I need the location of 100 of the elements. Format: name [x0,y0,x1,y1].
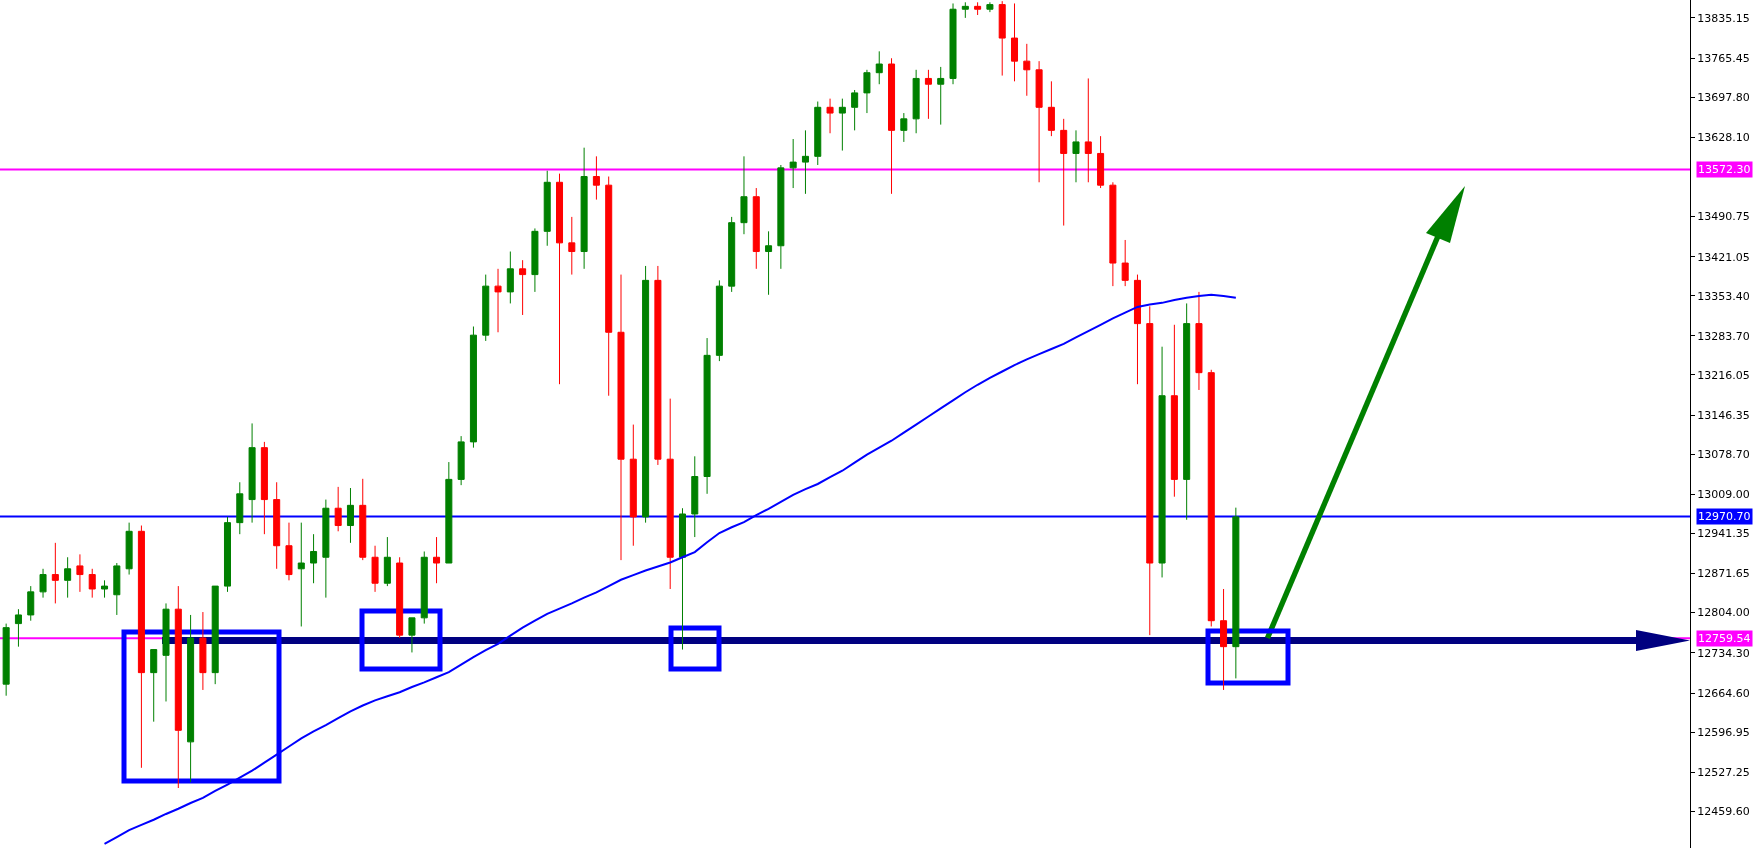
candlestick [1023,43,1031,97]
candlestick [408,617,416,653]
candlestick [1097,135,1105,189]
candlestick [777,164,785,270]
y-tick-label: 13216.05 [1697,368,1750,382]
y-tick-label: 13697.80 [1697,90,1750,104]
candlestick [801,129,809,195]
candlestick [27,585,35,622]
candlestick [1170,324,1178,498]
candlestick [691,455,699,538]
candlestick [88,568,96,599]
candlestick [752,187,760,270]
candlestick [223,516,232,593]
candlestick [1207,369,1215,627]
candlestick [359,478,367,561]
ref-line-label: 12970.70 [1698,510,1751,523]
candlestick [469,326,477,449]
candlestick [912,69,920,134]
candlestick [556,173,564,385]
candlestick [174,585,182,789]
candlestick [875,50,883,85]
candlestick [101,579,109,599]
candlestick [642,265,650,524]
candlestick [285,522,293,581]
candlestick [1084,77,1092,183]
candlestick [789,138,797,189]
candlestick [260,441,268,535]
y-tick-label: 12596.95 [1697,725,1750,739]
candlestick [617,274,625,561]
candlestick [666,398,674,590]
candlestick [765,230,773,296]
candlestick [519,259,527,316]
y-tick-label: 12527.25 [1697,766,1750,780]
candlestick [322,499,330,599]
candlestick [1158,346,1166,578]
candlestick [703,337,711,495]
candlestick [740,155,748,235]
candlestick [14,608,22,648]
y-tick-label: 12871.65 [1697,567,1750,581]
candlestick [211,585,219,685]
candlestick [494,268,502,333]
candlestick [310,533,318,584]
candlestick [543,170,551,247]
candlestick [396,556,404,639]
candlestick [334,486,342,532]
candlestick [1133,274,1141,385]
candlestick [433,536,441,584]
candlestick [1047,80,1055,137]
candlestick [371,545,379,593]
candlestick [383,536,391,587]
candlestick [248,422,256,524]
candlestick [150,649,158,723]
candlestick [1010,2,1019,82]
candlestick [580,147,588,270]
candlestick [986,1,994,13]
y-tick-label: 13009.00 [1697,488,1750,502]
candlestick [998,0,1006,77]
candlestick [1109,181,1117,287]
candlestick [974,1,982,16]
candlestick [728,216,736,293]
candlestick [1183,302,1191,521]
candlestick [678,507,686,651]
y-tick-label: 13146.35 [1697,409,1750,422]
y-tick-label: 13835.15 [1697,11,1750,25]
candlestick [482,274,490,342]
candlestick [2,623,10,697]
candlestick [1195,291,1203,391]
candlestick [39,568,47,599]
candlestick [76,553,84,593]
candlestick [605,176,613,397]
candlestick [1146,305,1154,636]
candlestick [961,1,969,19]
candlestick [1060,118,1068,227]
y-tick-label: 13765.45 [1697,51,1750,65]
candlestick [445,461,453,564]
candlestick [297,522,305,627]
candlestick [187,614,195,783]
candlestick [420,550,428,625]
candlestick [137,525,145,769]
candlestick [826,98,834,134]
candlestick [51,542,59,604]
candlestick [629,424,637,547]
candlestick [814,101,822,166]
candlestick [199,611,207,691]
candlestick [937,66,945,126]
y-tick-label: 13421.05 [1697,250,1750,264]
candlestick [1035,60,1043,183]
y-tick-label: 13353.40 [1697,289,1750,303]
candlestick [457,435,465,486]
candlestick [162,602,170,702]
candlestick [592,155,600,201]
candlestick [715,279,723,362]
candlestick [1232,507,1240,679]
candlestick [236,481,244,535]
candlestick [900,112,908,143]
candlestick [851,89,859,131]
candlestick [924,69,932,120]
ref-line-label: 12759.54 [1698,632,1751,645]
candlestick [863,69,871,114]
candlestick [1121,239,1129,287]
